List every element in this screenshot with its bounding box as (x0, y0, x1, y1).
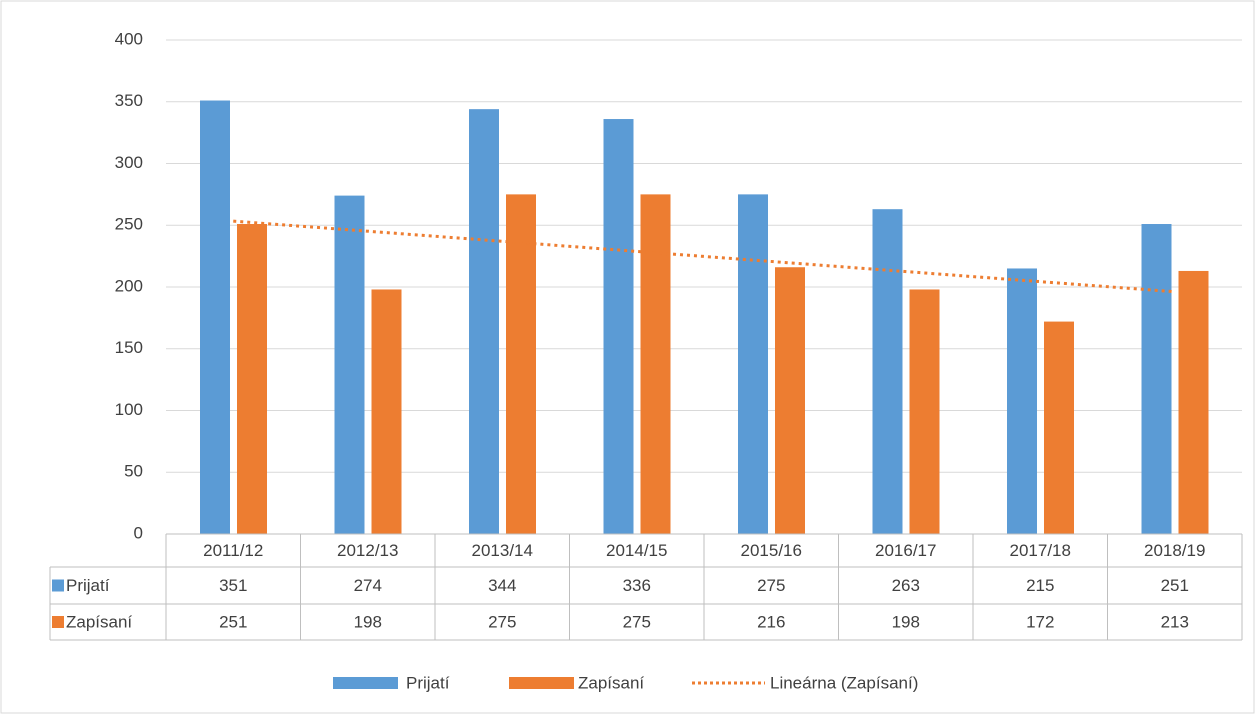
bar (469, 109, 499, 534)
y-tick-label: 0 (134, 523, 143, 542)
bar (909, 289, 940, 534)
legend-label: Lineárna (Zapísaní) (770, 673, 918, 692)
table-series-name: Zapísaní (66, 612, 132, 631)
table-value: 263 (892, 576, 920, 595)
x-tick-label: 2015/16 (741, 541, 802, 560)
table-value: 275 (757, 576, 785, 595)
bar (738, 194, 768, 534)
table-legend-key (52, 616, 64, 628)
y-tick-label: 100 (115, 400, 143, 419)
table-value: 275 (623, 612, 651, 631)
x-tick-label: 2011/12 (203, 541, 263, 560)
table-value: 198 (354, 612, 382, 631)
x-tick-label: 2014/15 (606, 541, 667, 560)
y-tick-label: 200 (115, 276, 143, 295)
bar (872, 209, 903, 534)
table-value: 351 (219, 576, 247, 595)
trendline (233, 219, 1175, 294)
table-value: 172 (1026, 612, 1054, 631)
table-value: 251 (1161, 576, 1189, 595)
legend-key (333, 677, 398, 689)
table-value: 198 (892, 612, 920, 631)
table-series-name: Prijatí (66, 576, 110, 595)
bar (775, 267, 805, 534)
y-tick-label: 50 (124, 462, 143, 481)
table-value: 251 (219, 612, 247, 631)
bar (237, 224, 267, 534)
table-value: 215 (1026, 576, 1054, 595)
table-value: 216 (757, 612, 785, 631)
bar (1007, 268, 1037, 534)
bar (334, 195, 365, 535)
y-tick-label: 300 (115, 153, 143, 172)
table-value: 213 (1161, 612, 1189, 631)
bar (603, 119, 634, 534)
table-value: 344 (488, 576, 516, 595)
table-legend-key (52, 579, 64, 592)
x-tick-label: 2016/17 (875, 541, 936, 560)
bar (1178, 270, 1209, 534)
y-tick-label: 350 (115, 91, 143, 110)
y-tick-label: 250 (115, 215, 143, 234)
x-tick-label: 2013/14 (472, 541, 533, 560)
table-value: 275 (488, 612, 516, 631)
bar (506, 194, 536, 534)
table-value: 336 (623, 576, 651, 595)
legend-label: Prijatí (406, 673, 450, 692)
table-value: 274 (354, 576, 382, 595)
x-tick-label: 2012/13 (337, 541, 398, 560)
bar (1141, 224, 1172, 534)
bar (1044, 321, 1074, 534)
bar (200, 100, 230, 534)
x-tick-label: 2018/19 (1144, 541, 1205, 560)
y-tick-label: 150 (115, 338, 143, 357)
legend-label: Zapísaní (578, 673, 644, 692)
legend-key (509, 677, 574, 689)
y-tick-label: 400 (115, 29, 143, 48)
bar (640, 194, 671, 534)
x-tick-label: 2017/18 (1010, 541, 1071, 560)
bar (371, 289, 402, 534)
